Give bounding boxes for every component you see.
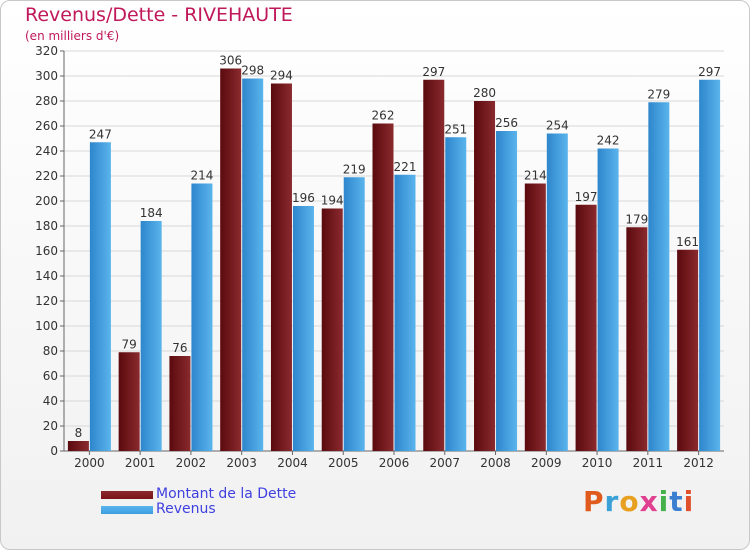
logo-letter: r	[604, 485, 620, 518]
data-label-dette: 194	[321, 194, 344, 208]
y-tick-label: 20	[43, 419, 58, 433]
y-tick-label: 200	[35, 194, 58, 208]
data-label-revenus: 219	[343, 162, 366, 176]
y-tick-label: 160	[35, 244, 58, 258]
bar-dette	[474, 101, 496, 451]
logo-letter: t	[669, 485, 684, 518]
bar-dette	[626, 227, 648, 451]
data-label-revenus: 298	[241, 64, 264, 78]
bar-revenus	[546, 133, 568, 451]
bar-revenus	[343, 177, 365, 451]
data-label-dette: 297	[422, 65, 445, 79]
bar-dette	[524, 183, 546, 451]
y-tick-label: 320	[35, 44, 58, 58]
proxiti-logo: Proxiti	[583, 485, 694, 518]
logo-letter: i	[658, 485, 670, 518]
data-label-dette: 161	[676, 235, 699, 249]
data-label-dette: 179	[625, 212, 648, 226]
bar-revenus	[242, 78, 264, 451]
x-tick-label: 2005	[328, 456, 359, 470]
bar-revenus	[140, 221, 162, 451]
data-label-revenus: 214	[190, 169, 213, 183]
x-tick-label: 2004	[277, 456, 308, 470]
y-tick-label: 0	[50, 444, 58, 458]
data-label-revenus: 256	[495, 116, 518, 130]
bar-dette	[169, 356, 191, 451]
x-tick-label: 2006	[379, 456, 410, 470]
logo-letter: o	[619, 485, 640, 518]
data-label-revenus: 184	[140, 206, 163, 220]
bar-revenus	[496, 131, 518, 451]
y-tick-label: 180	[35, 219, 58, 233]
bar-dette	[575, 204, 597, 451]
bar-dette	[423, 79, 445, 451]
y-tick-label: 260	[35, 119, 58, 133]
x-tick-label: 2000	[74, 456, 105, 470]
data-label-revenus: 297	[698, 65, 721, 79]
data-label-dette: 280	[473, 86, 496, 100]
bar-dette	[220, 68, 242, 451]
legend-label-revenus: Revenus	[156, 501, 216, 517]
data-label-revenus: 196	[292, 191, 315, 205]
x-tick-label: 2008	[480, 456, 511, 470]
y-tick-label: 80	[43, 344, 58, 358]
x-tick-label: 2010	[582, 456, 613, 470]
y-tick-label: 120	[35, 294, 58, 308]
bar-revenus	[394, 174, 416, 451]
bar-revenus	[191, 183, 213, 451]
data-label-dette: 294	[270, 69, 293, 83]
bar-revenus	[445, 137, 467, 451]
x-tick-label: 2011	[633, 456, 664, 470]
data-label-revenus: 251	[444, 122, 467, 136]
data-label-dette: 214	[524, 169, 547, 183]
y-tick-label: 140	[35, 269, 58, 283]
x-tick-label: 2007	[429, 456, 460, 470]
bar-revenus	[648, 102, 670, 451]
y-tick-label: 300	[35, 69, 58, 83]
legend-swatch-revenus	[101, 506, 153, 514]
bar-revenus	[597, 148, 619, 451]
chart-subtitle: (en milliers d'€)	[25, 29, 120, 43]
bar-revenus	[292, 206, 314, 451]
data-label-revenus: 242	[597, 134, 620, 148]
bar-revenus	[89, 142, 111, 451]
logo-letter: i	[683, 485, 695, 518]
data-label-dette: 306	[219, 54, 242, 68]
logo-letter: x	[639, 485, 659, 518]
data-label-dette: 79	[122, 337, 137, 351]
data-label-revenus: 247	[89, 127, 112, 141]
x-tick-label: 2009	[531, 456, 562, 470]
y-tick-label: 100	[35, 319, 58, 333]
data-label-revenus: 279	[647, 87, 670, 101]
bar-dette	[321, 208, 343, 451]
data-label-revenus: 221	[394, 160, 417, 174]
chart-title: Revenus/Dette - RIVEHAUTE	[25, 4, 293, 26]
data-label-revenus: 254	[546, 119, 569, 133]
bar-dette	[270, 83, 292, 451]
x-tick-label: 2001	[125, 456, 156, 470]
y-tick-label: 220	[35, 169, 58, 183]
bar-dette	[677, 249, 699, 451]
bar-dette	[118, 352, 140, 451]
data-label-dette: 76	[172, 341, 187, 355]
data-label-dette: 8	[75, 426, 83, 440]
x-tick-label: 2003	[226, 456, 257, 470]
y-tick-label: 60	[43, 369, 58, 383]
data-label-dette: 262	[372, 109, 395, 123]
legend-swatch-dette	[101, 491, 153, 499]
data-label-dette: 197	[575, 190, 598, 204]
bar-dette	[372, 123, 394, 451]
logo-letter: P	[583, 485, 605, 518]
y-tick-label: 40	[43, 394, 58, 408]
y-tick-label: 280	[35, 94, 58, 108]
x-tick-label: 2012	[683, 456, 714, 470]
x-tick-label: 2002	[176, 456, 207, 470]
y-tick-label: 240	[35, 144, 58, 158]
bar-revenus	[699, 79, 721, 451]
bar-dette	[67, 441, 89, 451]
legend-label-dette: Montant de la Dette	[156, 486, 297, 502]
